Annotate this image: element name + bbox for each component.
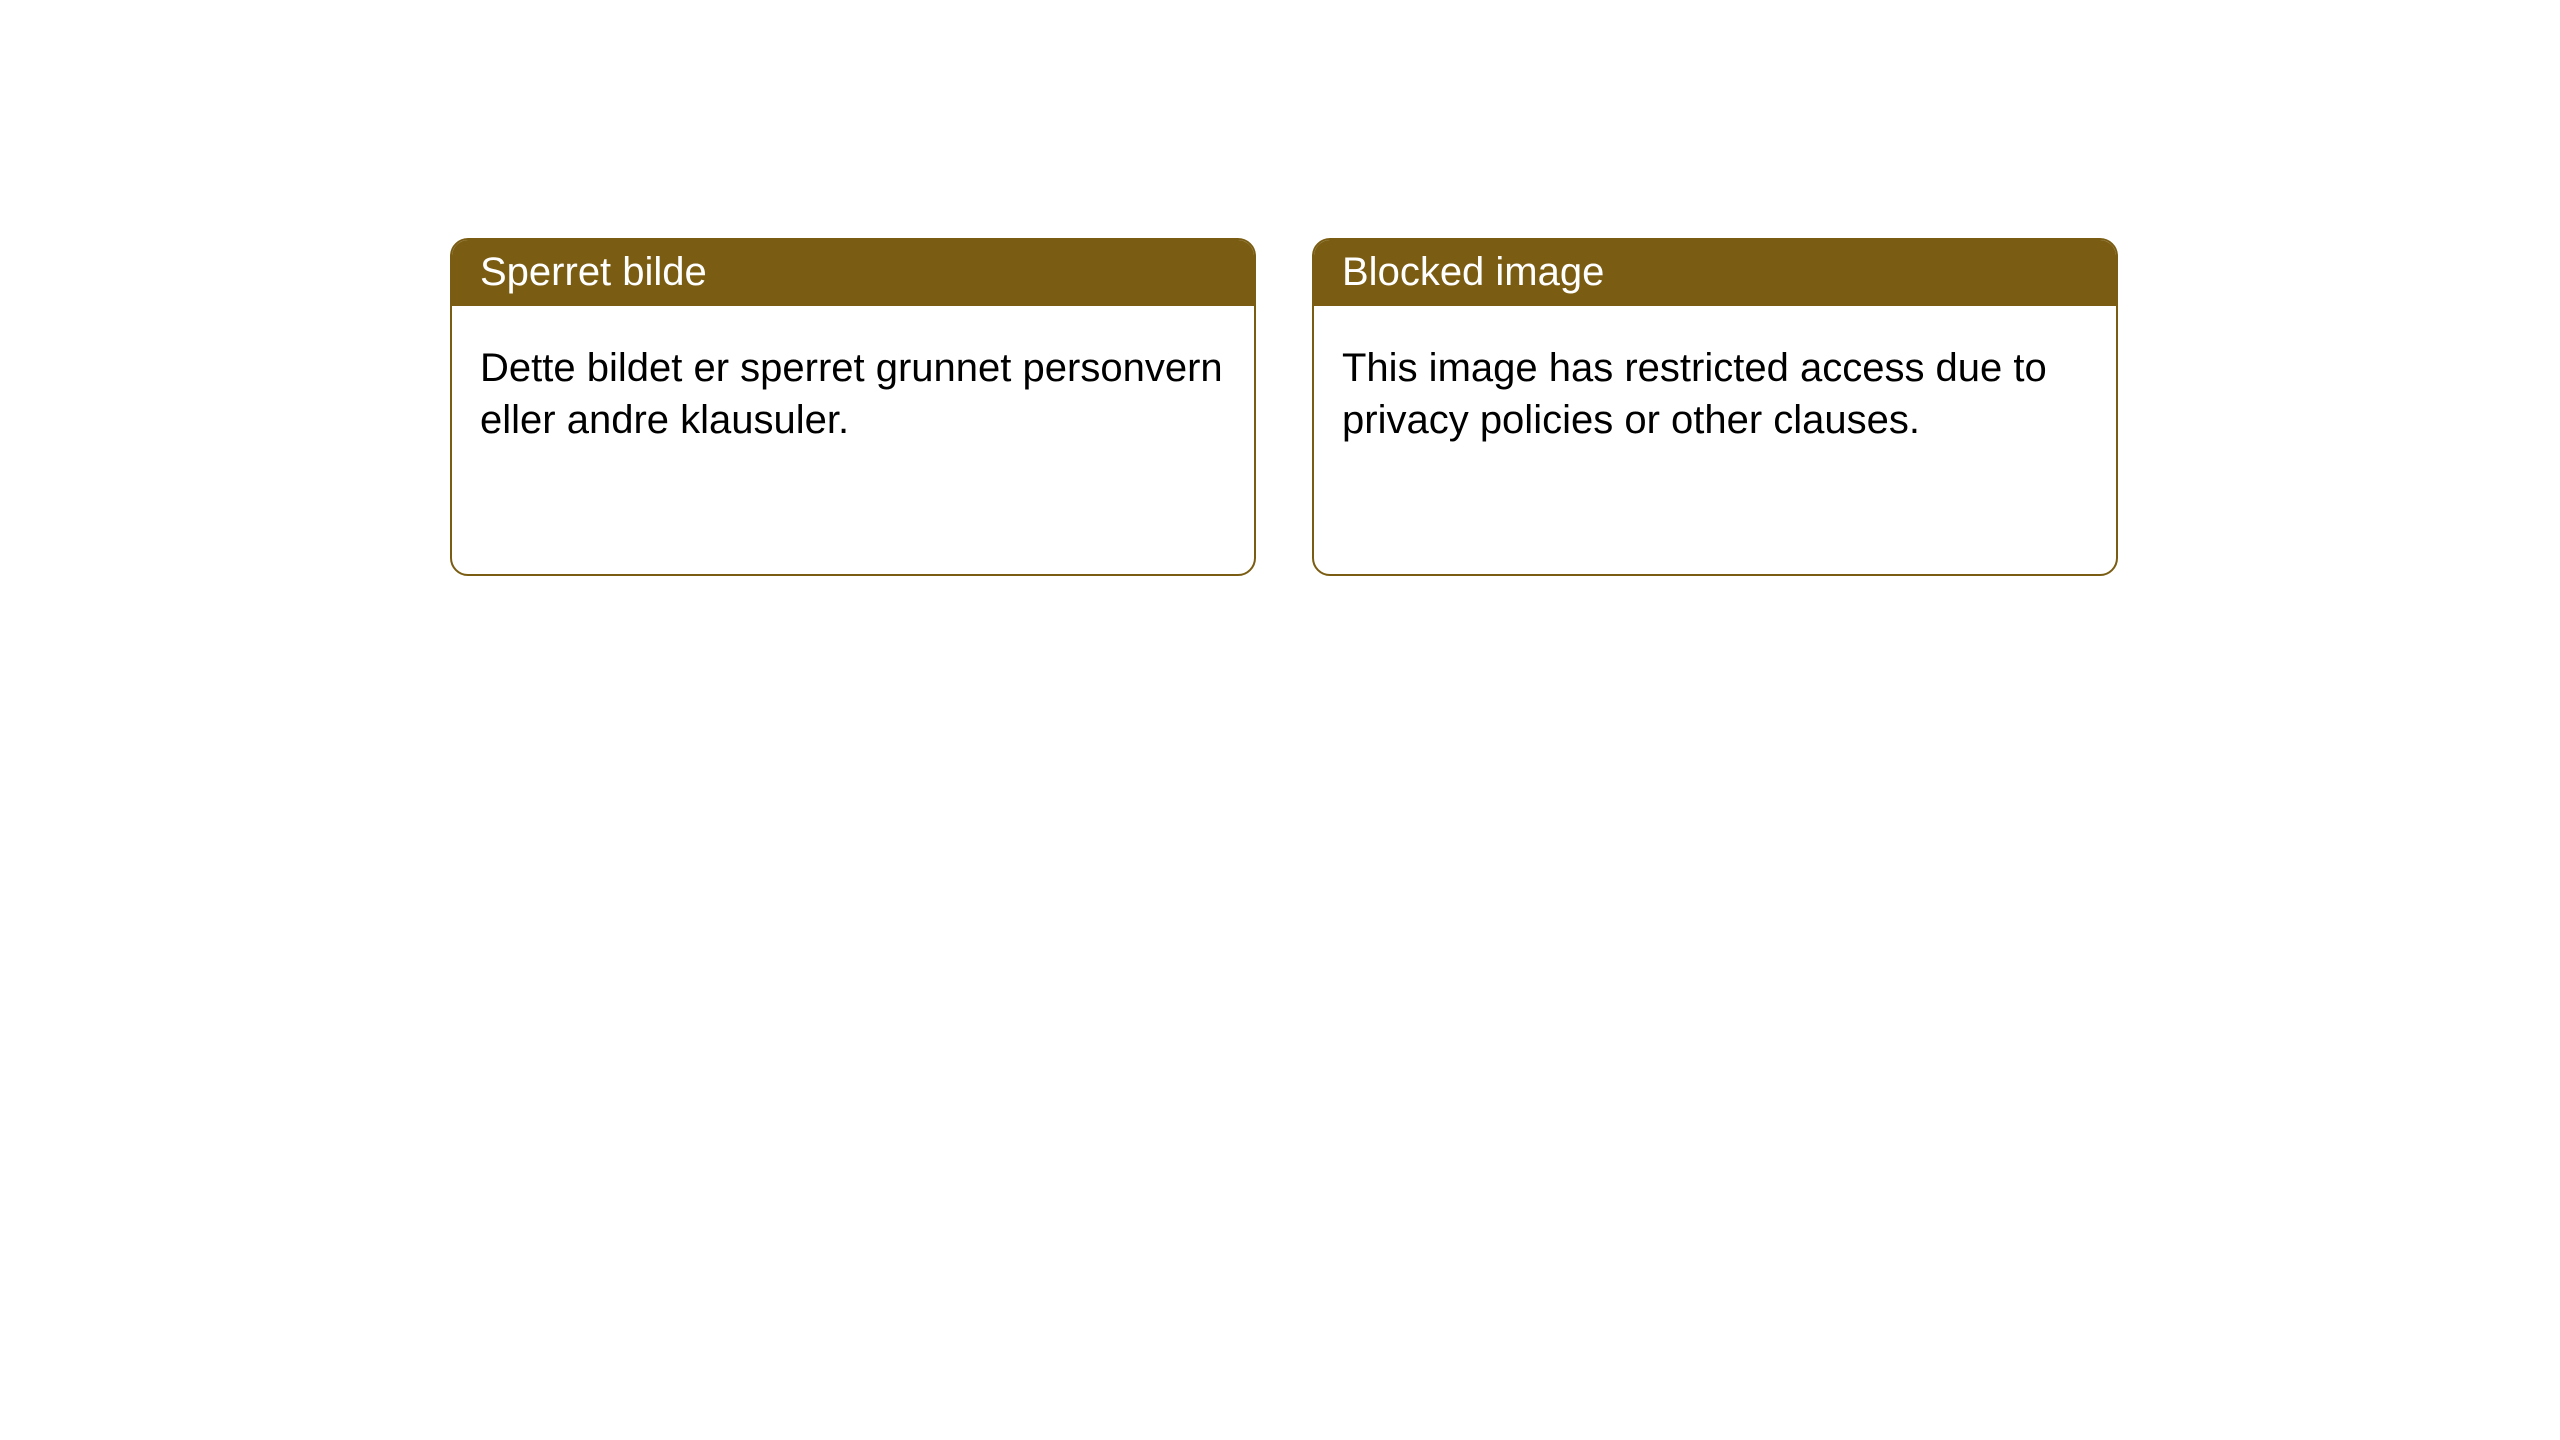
notice-card-norwegian: Sperret bilde Dette bildet er sperret gr… bbox=[450, 238, 1256, 576]
card-body-text: Dette bildet er sperret grunnet personve… bbox=[452, 306, 1254, 474]
notice-card-english: Blocked image This image has restricted … bbox=[1312, 238, 2118, 576]
card-title: Sperret bilde bbox=[452, 240, 1254, 306]
card-title: Blocked image bbox=[1314, 240, 2116, 306]
notice-cards-container: Sperret bilde Dette bildet er sperret gr… bbox=[0, 0, 2560, 576]
card-body-text: This image has restricted access due to … bbox=[1314, 306, 2116, 474]
